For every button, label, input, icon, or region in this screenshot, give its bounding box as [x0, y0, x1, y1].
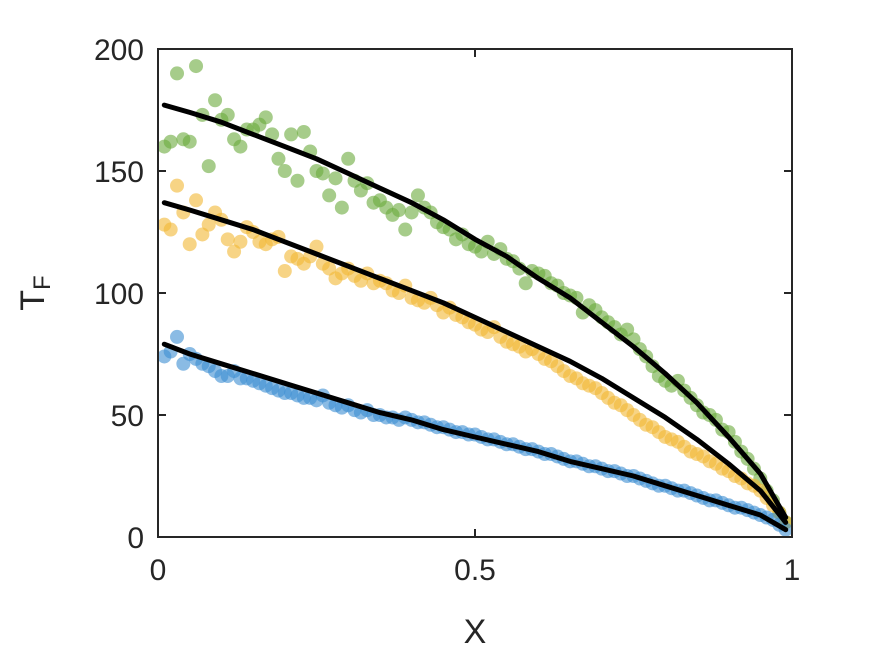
data-point [258, 110, 273, 125]
fit-curve-2 [161, 200, 789, 525]
y-axis-label: TF [14, 275, 56, 310]
tick-layer: 0 0.5 1 0 50 100 150 200 [94, 34, 800, 587]
y-axis-label-main: T [14, 290, 52, 311]
data-point [220, 232, 235, 247]
data-point [290, 173, 305, 188]
y-tick-label: 150 [94, 156, 144, 189]
data-point [170, 66, 185, 81]
data-point [189, 59, 204, 74]
data-point [163, 134, 178, 149]
fit-curve-1 [161, 102, 789, 520]
data-point [271, 151, 286, 166]
data-point [322, 188, 337, 203]
y-tick-label: 200 [94, 34, 144, 67]
data-point [182, 134, 197, 149]
data-point [315, 166, 330, 181]
data-point [277, 264, 292, 279]
data-point [328, 171, 343, 186]
data-point [334, 200, 349, 215]
data-point [170, 178, 185, 193]
data-point [170, 329, 185, 344]
data-point [233, 139, 248, 154]
data-point [233, 234, 248, 249]
data-point [201, 217, 216, 232]
data-point [277, 164, 292, 178]
y-tick-label: 50 [111, 400, 144, 433]
fit-curve-3 [161, 341, 789, 533]
data-point [341, 151, 356, 166]
data-point [410, 188, 425, 203]
data-point [518, 276, 533, 291]
data-point [189, 193, 204, 208]
data-point [391, 203, 406, 218]
y-tick-label: 0 [127, 522, 144, 555]
x-axis-label: X [464, 613, 487, 651]
x-tick-label: 1 [784, 554, 801, 587]
data-point [201, 159, 216, 174]
data-point [163, 222, 178, 237]
data-point [220, 107, 235, 122]
y-tick-label: 100 [94, 278, 144, 311]
y-axis-label-subscript: F [29, 275, 56, 290]
data-point [398, 222, 413, 237]
data-point [296, 124, 311, 139]
x-tick-label: 0 [150, 554, 167, 587]
data-point [182, 237, 197, 252]
data-point [284, 127, 299, 142]
data-point [208, 93, 223, 108]
x-tick-label: 0.5 [454, 554, 496, 587]
fit-layer [161, 102, 789, 533]
data-point [404, 205, 419, 220]
